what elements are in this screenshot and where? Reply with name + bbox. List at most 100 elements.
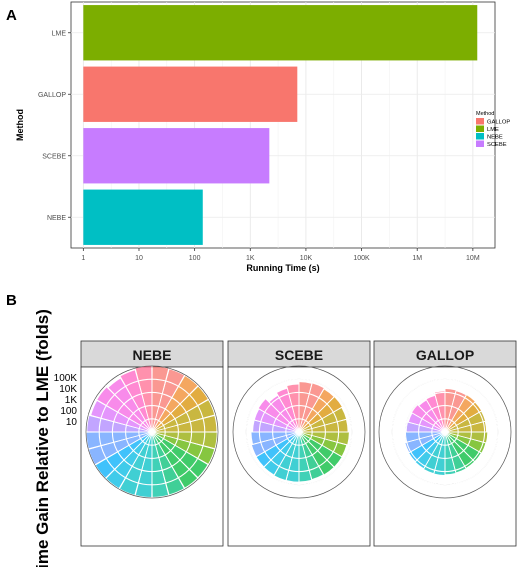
polar-wedge: [120, 370, 152, 432]
y-tick-label: NEBE: [47, 215, 66, 222]
x-tick-label: 1K: [246, 255, 255, 262]
polar-wedge: [445, 432, 481, 462]
polar-wedge: [445, 411, 485, 432]
polar-spoke: [273, 431, 300, 476]
polar-spoke: [298, 396, 335, 433]
polar-spoke: [433, 431, 446, 474]
polar-wedge: [445, 391, 466, 432]
polar-spoke: [298, 431, 348, 446]
panel-a-label: A: [6, 7, 17, 24]
polar-spoke: [134, 431, 153, 496]
polar-wedge: [419, 400, 445, 432]
polar-spoke: [94, 431, 153, 466]
ring-scale-label: 1K: [65, 395, 78, 406]
legend-title: Method: [476, 111, 494, 117]
polar-spoke: [444, 394, 467, 433]
polar-wedge: [445, 402, 482, 432]
polar-wedge: [276, 388, 299, 432]
polar-spoke: [444, 390, 457, 433]
polar-spoke: [423, 431, 446, 470]
y-axis-title: Method: [15, 109, 25, 141]
polar-wedge: [152, 376, 198, 432]
polar-ring: [378, 365, 512, 499]
polar-spoke: [444, 431, 483, 454]
polar-spoke: [151, 431, 216, 450]
polar-spoke: [151, 414, 216, 433]
polar-wedge: [91, 401, 152, 432]
x-tick-label: 10: [135, 255, 143, 262]
polar-spoke: [298, 431, 343, 458]
legend-key: [476, 140, 484, 147]
polar-wedge: [152, 432, 198, 488]
polar-wedge: [152, 432, 208, 478]
legend-label: GALLOP: [487, 120, 510, 126]
polar-wedge: [405, 432, 445, 453]
bar-scebe: [83, 128, 270, 184]
polar-wedge: [426, 395, 445, 432]
polar-spoke: [105, 431, 153, 479]
facet-title: GALLOP: [416, 347, 474, 363]
polar-wedge: [108, 378, 152, 432]
x-axis-title: Running Time (s): [246, 263, 319, 273]
polar-spoke: [298, 388, 325, 433]
polar-spoke: [444, 401, 476, 433]
bar-nebe: [83, 189, 203, 245]
polar-spoke: [250, 431, 300, 446]
polar-spoke: [298, 418, 348, 433]
ring-scale-label: 10: [66, 417, 78, 428]
polar-spoke: [273, 388, 300, 433]
polar-spoke: [263, 431, 300, 468]
legend-label: SCEBE: [487, 142, 507, 148]
x-tick-label: 1: [81, 255, 85, 262]
legend-label: NEBE: [487, 135, 503, 141]
polar-spoke: [298, 383, 313, 433]
panel-b-y-axis-title: Time Gain Relative to LME (folds): [33, 309, 52, 567]
polar-spoke: [151, 431, 170, 496]
polar-spoke: [118, 431, 153, 490]
polar-wedge: [254, 409, 299, 432]
polar-wedge: [106, 432, 152, 489]
y-tick-label: GALLOP: [38, 92, 66, 99]
bar-gallop: [83, 66, 298, 122]
polar-spoke: [88, 431, 153, 450]
polar-spoke: [444, 431, 476, 463]
polar-wedge: [412, 405, 445, 432]
polar-spoke: [88, 414, 153, 433]
polar-spoke: [151, 398, 210, 433]
x-tick-label: 1M: [412, 255, 422, 262]
polar-wedge: [299, 397, 342, 432]
polar-wedge: [152, 400, 215, 432]
polar-spoke: [285, 383, 300, 433]
x-tick-label: 100K: [353, 255, 370, 262]
polar-spoke: [444, 410, 483, 433]
polar-wedge: [409, 432, 445, 462]
polar-spoke: [403, 431, 446, 444]
polar-spoke: [255, 406, 300, 433]
polar-spoke: [414, 431, 446, 463]
polar-spoke: [407, 410, 446, 433]
facet-strip-nebe: [80, 340, 224, 368]
bar-lme: [83, 5, 478, 61]
polar-spoke: [403, 420, 446, 433]
polar-ring: [85, 365, 219, 499]
panel-b-label: B: [6, 292, 17, 309]
ring-scale-label: 100K: [54, 373, 78, 384]
polar-spoke: [298, 431, 313, 481]
polar-ring: [232, 365, 366, 499]
polar-wedge: [95, 432, 152, 478]
facet-title: NEBE: [133, 347, 172, 363]
polar-wedge: [152, 386, 208, 432]
polar-spoke: [298, 431, 335, 468]
legend-label: LME: [487, 127, 499, 133]
polar-spoke: [151, 374, 186, 433]
polar-inner-ring: [245, 378, 353, 486]
x-tick-label: 10M: [466, 255, 480, 262]
polar-spoke: [151, 431, 210, 466]
polar-wedge: [269, 395, 299, 432]
polar-wedge: [408, 413, 445, 432]
facet-title: SCEBE: [275, 347, 323, 363]
polar-wedge: [445, 395, 475, 432]
polar-spoke: [250, 418, 300, 433]
polar-spoke: [444, 420, 487, 433]
